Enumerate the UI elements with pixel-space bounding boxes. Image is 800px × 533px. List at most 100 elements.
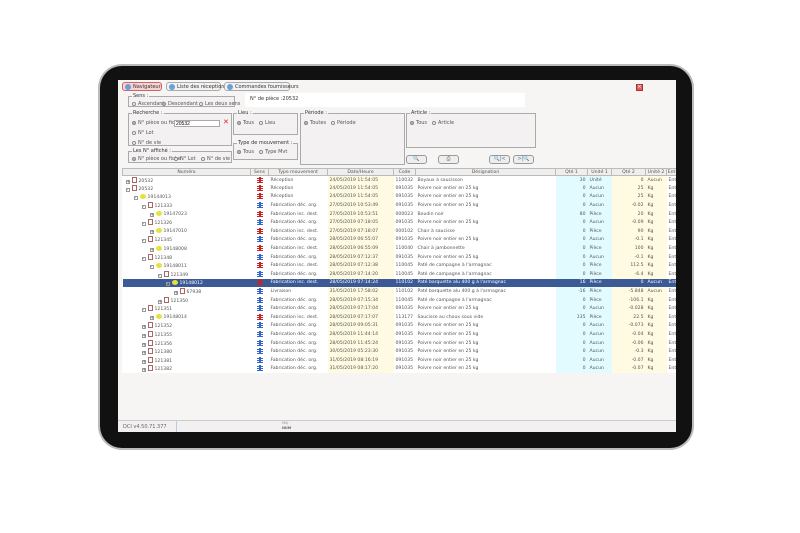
table-row[interactable]: +121381 Fabrication déc. org. 31/05/2019 0… [123, 355, 676, 365]
table-row[interactable]: - 121348 Fabrication déc. org. 28/05/2019 0… [123, 252, 676, 262]
expand-icon[interactable]: + [141, 367, 146, 373]
column-header[interactable]: Qté 1 [555, 168, 588, 176]
table-row[interactable]: - 121333 Fabrication déc. org. 27/05/2019 1… [123, 201, 676, 210]
table-row[interactable]: - 19144013 Réception 24/05/2019 11:54:05 091… [123, 192, 676, 202]
affiche-radio-0[interactable]: N° pièce ou fiche [132, 156, 181, 162]
recherche-title: Recherche : [133, 110, 163, 116]
expand-icon[interactable]: + [125, 178, 130, 184]
expand-icon[interactable]: + [157, 298, 162, 304]
qte2-cell: 100 [611, 244, 646, 253]
article-radio-0[interactable]: Tous [410, 120, 427, 126]
collapse-icon[interactable]: - [165, 280, 170, 286]
date-cell: 28/05/2019 07:14:24 [327, 278, 394, 288]
radio-icon [162, 102, 166, 106]
table-row[interactable]: +19148008 Fabrication inc. dest. 28/05/201… [123, 244, 676, 253]
qte2-cell: -6.4 [611, 270, 646, 279]
expand-icon[interactable]: + [141, 341, 146, 347]
designation-cell: Poivre noir entier en 25 kg [417, 220, 479, 226]
collapse-icon[interactable]: - [149, 263, 154, 269]
collapse-icon[interactable]: - [157, 272, 162, 278]
recherche-radio-1[interactable]: N° Lot [132, 130, 154, 136]
type-cell: Fabrication déc. org. [270, 349, 318, 355]
collapse-icon[interactable]: - [141, 255, 146, 261]
expand-icon[interactable]: + [149, 315, 154, 321]
table-row[interactable]: +19147023 Fabrication inc. dest. 27/05/201… [123, 209, 676, 219]
collapse-icon[interactable]: - [133, 194, 138, 200]
collapse-icon[interactable]: - [141, 221, 146, 227]
table-row[interactable]: - 121349 Fabrication déc. org. 28/05/2019 0… [123, 270, 676, 279]
type-mouvement-title: Type de mouvement : [238, 140, 293, 146]
column-header[interactable]: Unité 2 [645, 168, 667, 176]
search-button[interactable]: 🔍 [406, 155, 427, 164]
column-header[interactable]: Ent [666, 168, 676, 176]
expand-icon[interactable]: + [149, 246, 154, 252]
table-row[interactable]: +19148014 Fabrication inc. dest. 28/05/201… [123, 313, 676, 322]
date-cell: 24/05/2019 11:54:05 [327, 184, 394, 193]
recherche-radio-2[interactable]: N° de vie [132, 140, 161, 146]
recherche-radio-0[interactable]: N° pièce ou fiche [132, 120, 181, 126]
designation-cell: Paté de campagne à l'armagnac [417, 297, 492, 303]
recherche-input[interactable] [174, 120, 220, 127]
collapse-icon[interactable]: - [141, 307, 146, 313]
periode-radio-0[interactable]: Toutes [304, 120, 326, 126]
affiche-radio-1[interactable]: N° Lot [174, 156, 196, 162]
expand-icon[interactable]: + [149, 212, 154, 218]
document-icon [147, 236, 153, 243]
last-button[interactable]: >|🔍 [513, 155, 534, 164]
column-header[interactable]: Sens [250, 168, 269, 176]
expand-icon[interactable]: + [141, 332, 146, 338]
tab-0[interactable]: Navigateur [122, 82, 162, 91]
column-header[interactable]: Date/Heure [327, 168, 394, 176]
expand-icon[interactable]: + [173, 290, 178, 296]
clear-icon[interactable]: ✕ [223, 118, 229, 126]
expand-icon[interactable]: + [141, 324, 146, 330]
collapse-icon[interactable]: - [141, 204, 146, 210]
lieu-radio-0[interactable]: Tous [237, 120, 254, 126]
table-row[interactable]: - 19148012 Fabrication inc. dest. 28/05/201… [122, 278, 676, 288]
column-header[interactable]: Numéro [122, 168, 251, 176]
sens-radio-2[interactable]: Les deux sens [199, 101, 240, 107]
table-row[interactable]: +20532 Réception 24/05/2019 11:54:05 110032… [123, 175, 676, 185]
column-header[interactable]: Type mouvement [268, 168, 328, 176]
affiche-radio-2[interactable]: N° de vie [201, 156, 230, 162]
column-header[interactable]: Unité 1 [587, 168, 612, 176]
table-row[interactable]: - 121345 Fabrication déc. org. 28/05/2019 0… [123, 235, 676, 245]
tab-2[interactable]: Commandes fournisseurs [224, 82, 299, 91]
type-mvt-radio-0[interactable]: Tous [237, 149, 254, 155]
table-row[interactable]: +121350 Fabrication déc. org. 28/05/2019 0… [123, 295, 676, 305]
table-row[interactable]: - 20532 Réception 24/05/2019 11:54:05 091035… [123, 184, 676, 193]
table-row[interactable]: +121382 Fabrication déc. org. 31/05/2019 0… [123, 364, 676, 374]
type-mvt-radio-1[interactable]: Type Mvt [259, 149, 287, 155]
periode-radio-1[interactable]: Période [331, 120, 356, 126]
expand-icon[interactable]: + [141, 358, 146, 364]
close-icon[interactable]: × [636, 84, 643, 91]
table-row[interactable]: +121352 Fabrication déc. org. 28/05/2019 0… [123, 321, 676, 331]
collapse-icon[interactable]: - [141, 238, 146, 244]
print-button[interactable]: ⎙ [438, 155, 459, 164]
code-cell: 110102 [393, 278, 416, 288]
table-row[interactable]: - 121326 Fabrication déc. org. 27/05/2019 0… [123, 218, 676, 228]
expand-icon[interactable]: + [141, 350, 146, 356]
column-header[interactable]: Qté 2 [611, 168, 646, 176]
sens-radio-1[interactable]: Descendant [162, 101, 198, 107]
table-row[interactable]: +121355 Fabrication déc. org. 28/05/2019 1… [123, 330, 676, 339]
table-row[interactable]: - 121351 Fabrication déc. org. 28/05/2019 0… [123, 304, 676, 313]
table-row[interactable]: +121356 Fabrication déc. org. 28/05/2019 1… [123, 338, 676, 348]
table-row[interactable]: +67938 Livraison 31/05/2019 17:58:02 110102… [123, 287, 677, 296]
radio-label: N° Lot [180, 156, 196, 162]
sens-radio-0[interactable]: Ascendant [132, 101, 164, 107]
column-header[interactable]: Désignation [415, 168, 556, 176]
collapse-icon[interactable]: - [125, 186, 130, 192]
ent-cell: Ent [668, 289, 677, 295]
qte1-cell: 0 [555, 184, 588, 193]
lieu-radio-1[interactable]: Lieu [259, 120, 275, 126]
table-row[interactable]: - 19148011 Fabrication inc. dest. 28/05/201… [123, 261, 676, 271]
tab-1[interactable]: Liste des réceptions [166, 82, 227, 91]
type-mouvement-group: Type de mouvement : Tous Type Mvt [233, 140, 298, 160]
article-radio-1[interactable]: Article [432, 120, 454, 126]
expand-icon[interactable]: + [149, 229, 154, 235]
first-button[interactable]: 🔍|< [489, 155, 510, 164]
table-row[interactable]: +121380 Fabrication déc. org. 30/05/2019 0… [123, 347, 676, 356]
column-header[interactable]: Code [393, 168, 416, 176]
table-row[interactable]: +19147010 Fabrication inc. dest. 27/05/201… [123, 227, 676, 236]
